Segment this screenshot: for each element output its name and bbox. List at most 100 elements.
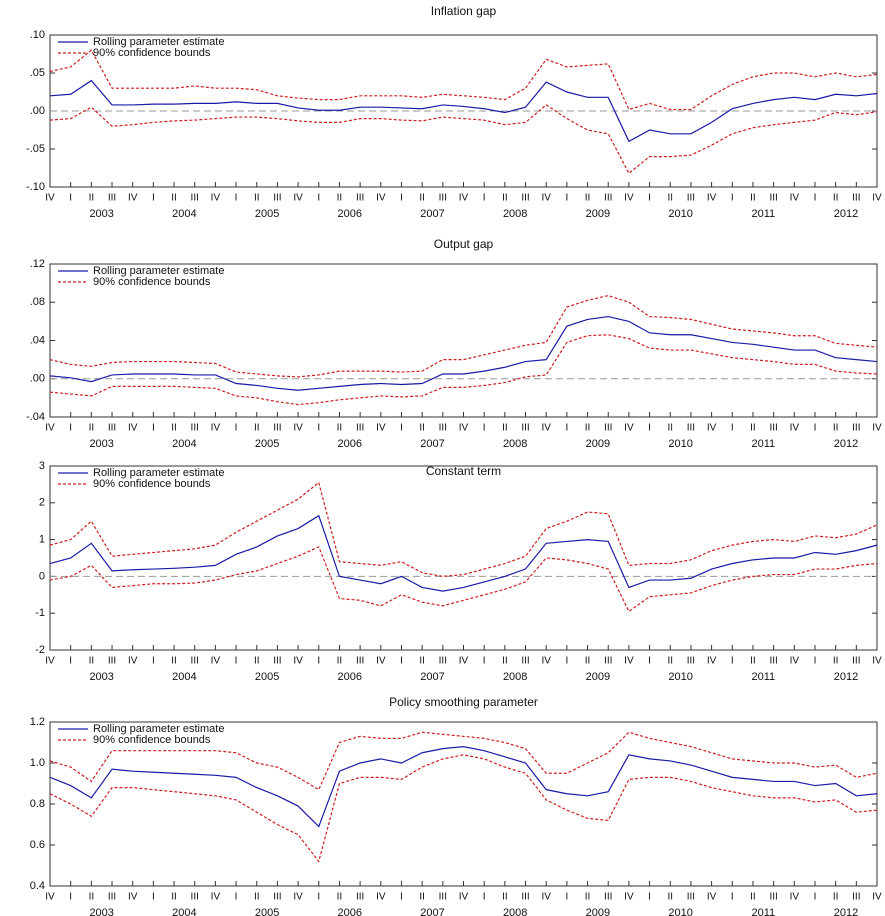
y-tick-label: .08 (30, 296, 45, 308)
x-tick-label: III (439, 423, 447, 434)
x-tick-label: III (852, 892, 860, 903)
x-tick-label: IV (211, 892, 221, 903)
year-label: 2012 (834, 671, 858, 683)
x-tick-label: II (337, 423, 343, 434)
year-label: 2011 (751, 671, 775, 683)
y-tick-label: 0 (39, 570, 45, 582)
y-tick-label: -.04 (26, 411, 45, 423)
year-label: 2006 (338, 438, 362, 450)
x-tick-label: II (833, 656, 839, 667)
year-label: 2005 (255, 907, 279, 916)
y-tick-label: 2 (39, 497, 45, 509)
x-tick-label: IV (211, 423, 221, 434)
y-tick-label: -2 (35, 644, 45, 656)
x-tick-label: IV (45, 193, 55, 204)
x-tick-label: IV (707, 423, 717, 434)
x-tick-label: III (273, 423, 281, 434)
x-tick-label: IV (872, 193, 882, 204)
confidence-bound (49, 481, 878, 578)
x-tick-label: II (667, 423, 673, 434)
x-tick-label: II (171, 193, 177, 204)
x-tick-label: II (254, 656, 260, 667)
x-tick-label: IV (790, 193, 800, 204)
x-tick-label: II (89, 423, 95, 434)
y-tick-label: -.05 (26, 143, 45, 155)
x-tick-label: II (585, 656, 591, 667)
x-tick-label: III (108, 892, 116, 903)
x-tick-label: II (419, 423, 425, 434)
x-tick-label: III (273, 193, 281, 204)
x-tick-label: IV (872, 656, 882, 667)
year-label: 2006 (338, 208, 362, 220)
year-label: 2003 (89, 438, 113, 450)
x-tick-label: III (604, 193, 612, 204)
x-tick-label: IV (624, 423, 634, 434)
x-tick-label: I (400, 423, 403, 434)
x-tick-label: II (585, 193, 591, 204)
y-tick-label: -1 (35, 607, 45, 619)
x-tick-label: II (750, 193, 756, 204)
x-tick-label: II (89, 656, 95, 667)
x-tick-label: III (439, 892, 447, 903)
x-tick-label: III (521, 193, 529, 204)
x-tick-label: I (235, 423, 238, 434)
estimate-line (49, 315, 878, 391)
x-tick-label: III (687, 423, 695, 434)
x-tick-label: IV (128, 892, 138, 903)
x-tick-label: III (769, 656, 777, 667)
x-tick-label: IV (376, 423, 386, 434)
y-tick-label: 1.0 (30, 757, 45, 769)
x-tick-label: III (852, 193, 860, 204)
x-tick-label: III (521, 892, 529, 903)
y-tick-label: .00 (30, 373, 45, 385)
x-tick-label: I (317, 892, 320, 903)
x-tick-label: II (502, 892, 508, 903)
x-tick-label: I (235, 193, 238, 204)
x-tick-label: I (565, 656, 568, 667)
year-label: 2005 (255, 671, 279, 683)
x-tick-label: II (419, 193, 425, 204)
x-tick-label: III (356, 892, 364, 903)
y-tick-label: 1.2 (30, 716, 45, 728)
x-tick-label: IV (624, 656, 634, 667)
x-tick-label: I (152, 193, 155, 204)
x-tick-label: I (565, 423, 568, 434)
x-tick-label: II (89, 892, 95, 903)
x-tick-label: I (814, 892, 817, 903)
x-tick-label: II (254, 423, 260, 434)
year-label: 2012 (834, 208, 858, 220)
confidence-bound (49, 104, 878, 175)
x-tick-label: IV (376, 892, 386, 903)
y-tick-label: .04 (30, 334, 45, 346)
x-tick-label: I (731, 656, 734, 667)
legend-label: 90% confidence bounds (93, 276, 211, 288)
x-tick-label: IV (128, 656, 138, 667)
x-tick-label: II (750, 656, 756, 667)
x-tick-label: I (483, 193, 486, 204)
x-tick-label: IV (459, 656, 469, 667)
x-tick-label: II (419, 892, 425, 903)
x-tick-label: IV (293, 892, 303, 903)
legend-label: 90% confidence bounds (93, 734, 211, 746)
x-tick-label: III (521, 656, 529, 667)
x-tick-label: III (273, 892, 281, 903)
x-tick-label: III (852, 423, 860, 434)
x-tick-label: III (108, 193, 116, 204)
x-tick-label: III (356, 656, 364, 667)
x-tick-label: IV (459, 193, 469, 204)
x-tick-label: III (852, 656, 860, 667)
x-tick-label: III (191, 892, 199, 903)
year-label: 2005 (255, 438, 279, 450)
x-tick-label: IV (45, 423, 55, 434)
x-tick-label: I (152, 656, 155, 667)
x-tick-label: I (400, 656, 403, 667)
x-tick-label: III (521, 423, 529, 434)
year-label: 2009 (586, 208, 610, 220)
x-tick-label: I (648, 193, 651, 204)
x-tick-label: I (69, 193, 72, 204)
y-tick-label: .00 (30, 105, 45, 117)
year-label: 2007 (420, 208, 444, 220)
x-tick-label: I (483, 423, 486, 434)
legend-label: 90% confidence bounds (93, 47, 211, 59)
x-tick-label: IV (790, 423, 800, 434)
